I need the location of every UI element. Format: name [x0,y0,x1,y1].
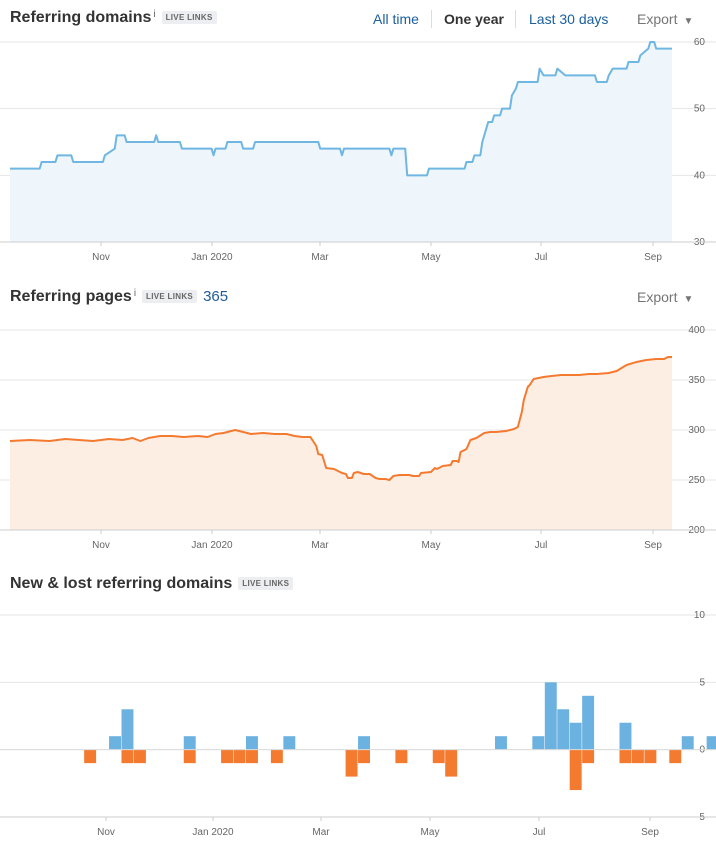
lost-domains-bar [133,749,146,764]
y-tick-label: 10 [694,610,706,621]
lost-domains-bar [619,749,632,764]
lost-domains-bar [669,749,682,764]
chevron-down-icon: ▼ [683,16,694,27]
x-tick-label: Mar [311,540,329,551]
y-tick-label: 50 [694,104,706,115]
new-domains-bar [121,709,134,750]
referring-pages-title-text: Referring pages [10,288,132,305]
export-button[interactable]: Export ▼ [637,11,693,27]
range-all-time-link[interactable]: All time [373,11,419,27]
lost-domains-bar [631,749,644,764]
x-tick-label: Nov [92,252,110,263]
new-lost-title: New & lost referring domains LIVE LINKS [10,575,294,593]
x-tick-label: Mar [311,252,329,263]
chevron-down-icon: ▼ [683,294,694,305]
x-tick-label: Nov [97,827,115,838]
new-domains-bar [619,722,632,750]
y-tick-label: 5 [699,677,705,688]
range-divider [431,10,432,28]
referring-domains-area-fill [10,42,672,242]
info-icon[interactable]: i [133,288,137,299]
lost-domains-bar [644,749,657,764]
referring-pages-series-line [9,356,672,481]
info-icon[interactable]: i [153,9,156,20]
new-domains-bar [358,736,370,750]
new-domains-bar [544,682,557,750]
lost-domains-bar [569,749,582,791]
new-domains-bar [706,736,716,750]
lost-domains-bar [395,749,408,764]
new-domains-bar [557,709,570,750]
referring-pages-area-fill [10,357,672,530]
x-tick-label: Jul [535,540,548,551]
y-tick-label: 0 [699,745,705,756]
referring-domains-series-line [10,41,672,177]
lost-domains-bar [445,749,458,777]
referring-pages-title: Referring pages i LIVE LINKS 365 [10,288,228,306]
new-domains-bar [283,736,296,750]
x-tick-label: May [422,252,441,263]
range-divider [515,10,516,28]
x-tick-label: Jan 2020 [191,252,233,263]
x-tick-label: Sep [644,252,662,263]
new-domains-bar [569,722,582,750]
lost-domains-bar [233,749,246,764]
x-tick-label: Nov [92,540,110,551]
y-tick-label: 60 [694,37,706,48]
x-tick-label: Jul [533,827,546,838]
export-button[interactable]: Export ▼ [637,289,693,305]
y-tick-label: 400 [688,325,705,336]
y-tick-label: 300 [688,425,705,436]
new-domains-bar [495,736,507,750]
new-domains-bar [532,736,545,750]
new-domains-bar [246,736,258,750]
live-links-badge: LIVE LINKS [238,577,294,591]
export-label: Export [637,11,678,27]
lost-domains-bar [270,749,283,764]
export-label: Export [637,289,678,305]
referring-pages-count: 365 [203,288,229,306]
y-tick-label: 250 [688,475,705,486]
x-tick-label: Sep [641,827,659,838]
x-tick-label: Jan 2020 [191,540,233,551]
new-domains-bar [183,736,196,750]
new-domains-bar [681,736,694,750]
new-domains-bar [582,695,595,750]
live-links-badge: LIVE LINKS [161,11,217,25]
new-lost-title-text: New & lost referring domains [10,575,233,592]
referring-domains-title-text: Referring domains [10,9,152,26]
lost-domains-bar [121,749,134,764]
y-tick-label: 40 [694,170,706,181]
lost-domains-bar [582,749,595,764]
new-domains-bar [109,736,121,750]
x-tick-label: Mar [312,827,330,838]
x-tick-label: Jul [535,252,548,263]
lost-domains-bar [246,749,258,764]
x-tick-label: May [421,827,440,838]
range-last-30-days-link[interactable]: Last 30 days [529,11,609,27]
lost-domains-bar [221,749,234,764]
lost-domains-bar [345,749,358,777]
referring-domains-title: Referring domains i LIVE LINKS [10,9,217,27]
lost-domains-bar [432,749,445,764]
lost-domains-bar [84,749,97,764]
range-one-year-link[interactable]: One year [444,11,504,27]
lost-domains-bar [358,749,370,764]
y-tick-label: 350 [688,375,705,386]
x-tick-label: Jan 2020 [192,827,234,838]
x-tick-label: Sep [644,540,662,551]
x-tick-label: May [422,540,441,551]
live-links-badge: LIVE LINKS [142,290,198,304]
lost-domains-bar [183,749,196,764]
